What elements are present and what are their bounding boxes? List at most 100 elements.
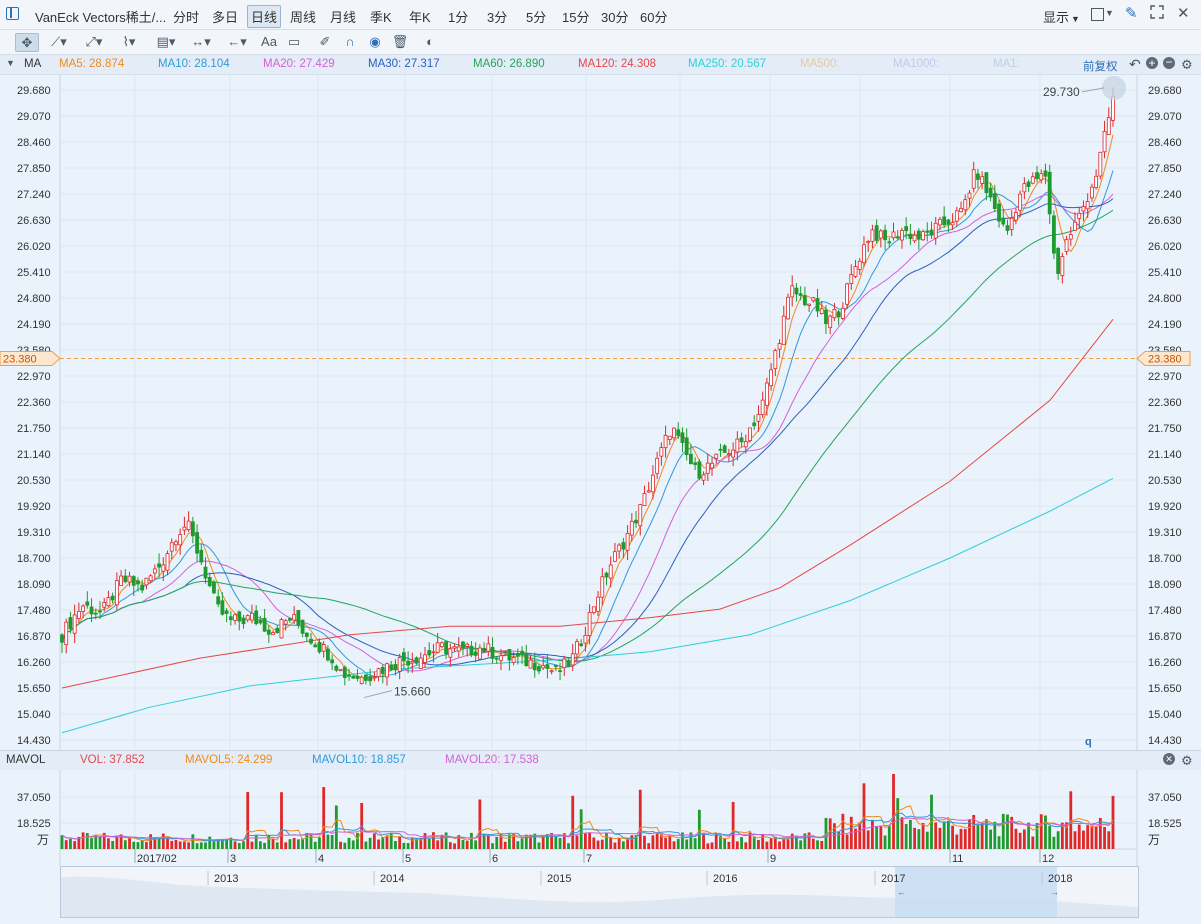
price-tick-left: 22.360 — [17, 397, 51, 409]
volume-bar — [389, 832, 393, 849]
volume-bar — [394, 841, 397, 849]
close-icon[interactable]: ✕ — [1177, 5, 1190, 22]
volume-bar — [1006, 814, 1009, 849]
candle-body — [304, 632, 309, 637]
vol-legend-item: VOL: 37.852 — [80, 754, 145, 766]
candle-body — [900, 230, 904, 241]
candle-body — [697, 461, 702, 479]
adjust-button[interactable]: 前复权 — [1083, 61, 1118, 73]
volume-bar — [233, 841, 237, 849]
candle-body — [722, 445, 727, 453]
volume-bar — [258, 841, 262, 849]
date-label: 2017/02 — [137, 853, 177, 865]
volume-bar — [1065, 822, 1068, 849]
navigator-left-handle-icon[interactable]: ← — [897, 887, 906, 897]
candle-body — [524, 654, 529, 667]
period-tab-yearly[interactable]: 年K — [409, 10, 431, 25]
period-tab-1min[interactable]: 1分 — [448, 10, 469, 25]
volume-bar — [900, 817, 904, 849]
navigator-window[interactable] — [895, 867, 1057, 917]
high-marker-circle[interactable] — [1102, 75, 1126, 100]
candle-body — [1068, 234, 1073, 240]
close-icon[interactable]: ✕ — [1163, 753, 1175, 765]
arrow-tool-icon[interactable]: ←▾ — [227, 34, 247, 49]
volume-bar — [1098, 818, 1102, 849]
period-tab-daily[interactable]: 日线 — [247, 5, 282, 28]
eye-icon[interactable]: ◉ — [369, 34, 381, 49]
period-tab-5min[interactable]: 5分 — [526, 10, 547, 25]
ma-title[interactable]: MA — [24, 58, 42, 70]
date-label: 4 — [318, 853, 324, 865]
period-tab-15min[interactable]: 15分 — [562, 10, 590, 25]
candle-body — [570, 653, 575, 666]
candle-body — [718, 448, 723, 451]
volume-bar — [98, 836, 102, 849]
volume-bar — [668, 836, 672, 849]
candle-body — [1089, 186, 1094, 199]
candle-body — [596, 596, 600, 612]
undo-icon[interactable]: ↶ — [1129, 56, 1141, 72]
candle-body — [558, 670, 562, 672]
magnet-icon[interactable]: ∩ — [345, 34, 355, 49]
candle-body — [76, 610, 81, 619]
eraser-icon[interactable]: ✐ — [319, 34, 331, 49]
period-tab-weekly[interactable]: 周线 — [290, 10, 317, 25]
period-tab-intraday[interactable]: 分时 — [173, 10, 200, 25]
wave-tool-icon[interactable]: ⌇▾ — [122, 34, 136, 49]
symbol-title[interactable]: VanEck Vectors稀土/... — [35, 10, 167, 25]
toggle-icon[interactable]: ◐ — [426, 34, 434, 49]
volume-bar — [183, 841, 186, 849]
volume-bar — [786, 839, 790, 849]
candle-body — [385, 663, 389, 678]
volume-bar — [672, 841, 676, 849]
period-tab-multiday[interactable]: 多日 — [212, 10, 239, 25]
candle-body — [1056, 247, 1061, 274]
price-chart[interactable]: 29.680 29.680 29.070 29.070 28.460 28.460 27.8… — [0, 75, 1201, 750]
minus-icon[interactable]: − — [1163, 56, 1175, 69]
period-tab-quarterly[interactable]: 季K — [370, 10, 392, 25]
text-tool-icon[interactable]: Aa — [261, 34, 277, 49]
volume-bar — [837, 831, 841, 849]
period-tab-monthly[interactable]: 月线 — [330, 10, 357, 25]
fullscreen-icon[interactable] — [1150, 5, 1164, 19]
candle-body — [448, 648, 453, 658]
crosshair-icon[interactable]: ✥ — [15, 33, 39, 52]
ma-line — [61, 134, 1114, 680]
volume-bar — [803, 833, 807, 849]
measure-tool-icon[interactable]: ↔▾ — [191, 34, 211, 49]
period-tab-3min[interactable]: 3分 — [487, 10, 508, 25]
ray-tool-icon[interactable]: ⤢▾ — [85, 34, 103, 49]
volume-bar — [583, 833, 587, 849]
plus-icon[interactable]: + — [1146, 57, 1158, 69]
candle-body — [1085, 201, 1090, 210]
comment-icon[interactable]: ▭ — [287, 34, 301, 49]
display-menu[interactable]: 显示 ▼ — [1043, 7, 1080, 26]
volume-bar — [275, 842, 279, 849]
time-navigator[interactable]: 2013 2014 2015 2016 2017 2018 ← → — [60, 866, 1139, 918]
volume-chart[interactable]: 37.050 37.050 18.525 18.525 万 万 2017/02 3 4 5 6 7 9 1… — [0, 770, 1201, 866]
candle-body — [499, 655, 503, 661]
navigator-right-handle-icon[interactable]: → — [1050, 887, 1059, 897]
layout-icon[interactable] — [1091, 8, 1104, 21]
volume-bar — [647, 843, 651, 849]
volume-bar — [841, 813, 845, 849]
candle-body — [638, 504, 643, 527]
trash-icon[interactable]: 🗑 — [391, 34, 409, 49]
period-tab-30min[interactable]: 30分 — [601, 10, 629, 25]
candle-body — [663, 434, 668, 449]
price-tick-left: 18.700 — [17, 553, 51, 565]
pen-icon[interactable]: ✎ — [1125, 5, 1138, 22]
gear-icon[interactable]: ⚙ — [1181, 57, 1193, 72]
layout-chevron-down-icon[interactable]: ▼ — [1105, 8, 1114, 18]
volume-bar — [714, 833, 718, 849]
fib-tool-icon[interactable]: ▤▾ — [156, 34, 176, 49]
collapse-icon[interactable]: ▼ — [6, 58, 15, 68]
candle-body — [769, 369, 774, 387]
gear-icon[interactable]: ⚙ — [1181, 753, 1193, 768]
period-tab-60min[interactable]: 60分 — [640, 10, 668, 25]
window-icon[interactable] — [6, 7, 19, 20]
line-tool-icon[interactable]: ⟋▾ — [51, 34, 67, 49]
candle-body — [684, 437, 689, 456]
mavol-title[interactable]: MAVOL — [6, 754, 46, 766]
volume-bar — [102, 832, 106, 849]
